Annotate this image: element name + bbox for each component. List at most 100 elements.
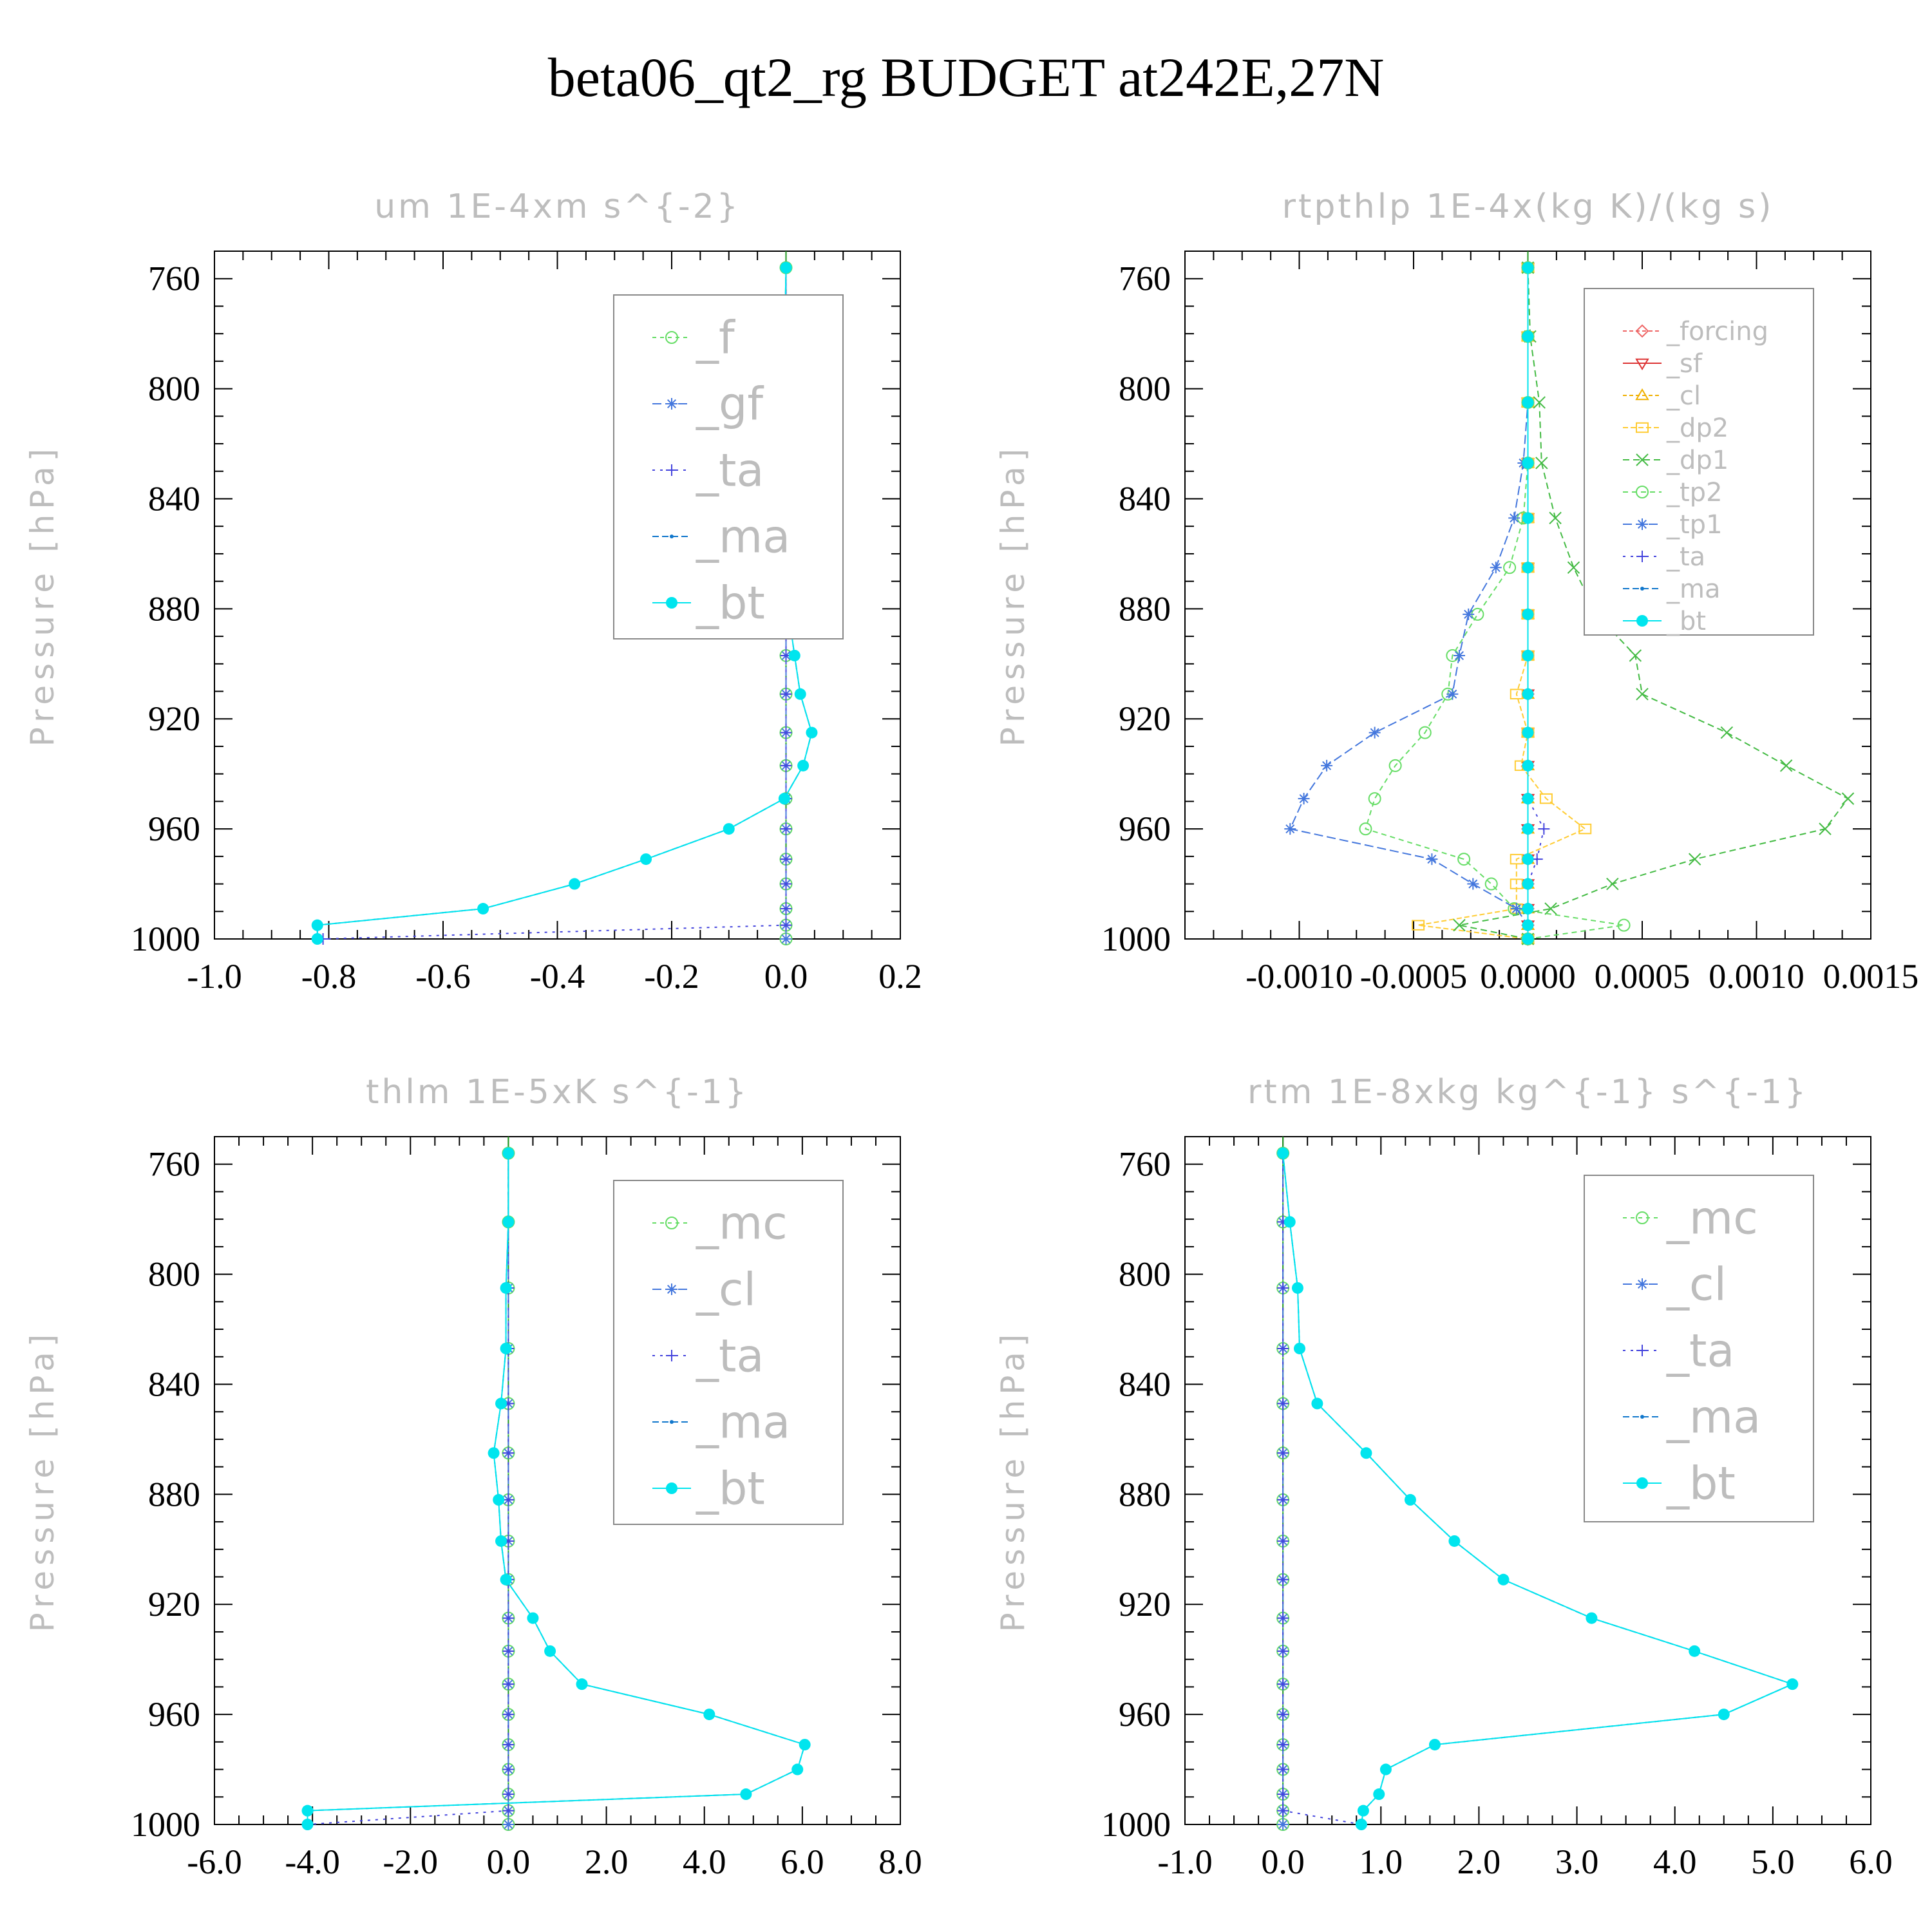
marker-bigdot [788, 649, 800, 661]
series-ta [1277, 1147, 1367, 1830]
legend: _mc _cl _ta _ma _bt [1584, 1175, 1814, 1522]
series-bt [1522, 261, 1534, 945]
marker-bigdot [1522, 759, 1534, 772]
marker-bigdot [1283, 1216, 1296, 1228]
marker-cross [1549, 511, 1562, 525]
x-tick-label: -0.2 [644, 957, 699, 996]
marker-plus [780, 759, 792, 772]
legend-box [613, 294, 844, 639]
marker-bigdot [791, 1763, 804, 1776]
marker-bigdot [780, 261, 792, 274]
marker-bigdot [703, 1709, 715, 1721]
marker-plus [1277, 1282, 1289, 1294]
marker-plus [1277, 1397, 1289, 1410]
marker-plus [1636, 1345, 1648, 1356]
marker-bigdot [544, 1645, 556, 1657]
y-tick-label: 760 [1119, 260, 1171, 298]
x-tick-label: -0.8 [301, 957, 356, 996]
series-cl [502, 1147, 515, 1830]
marker-bigdot [569, 878, 581, 890]
marker-cross [1636, 453, 1649, 466]
marker-bigdot [1522, 919, 1534, 931]
series-bt [301, 1147, 811, 1830]
y-tick-label: 800 [148, 370, 200, 408]
marker-bigdot [1277, 1147, 1289, 1159]
chart-panel-2: rtpthlp 1E-4x(kg K)/(kg s) Pressure [hPa]… [994, 187, 1918, 996]
legend-label: _ta [1666, 542, 1705, 572]
marker-circle [1636, 486, 1649, 498]
marker-bigdot [1636, 1477, 1648, 1489]
marker-plus [1277, 1573, 1289, 1586]
marker-star [1463, 608, 1475, 620]
x-tick-label: -1.0 [187, 957, 242, 996]
y-tick-label: 1000 [1101, 1805, 1171, 1844]
series-line [1289, 267, 1529, 939]
marker-cross [1567, 561, 1580, 574]
series-bt [311, 261, 818, 945]
marker-star [1298, 793, 1310, 805]
marker-plus [1277, 1788, 1289, 1801]
series-tp1 [1284, 261, 1534, 945]
marker-star [1490, 562, 1502, 574]
marker-bigdot [1522, 878, 1534, 890]
y-tick-label: 920 [1119, 1585, 1171, 1624]
marker-plus [502, 1678, 515, 1690]
marker-bigdot [1522, 512, 1534, 524]
y-tick-label: 840 [148, 1365, 200, 1403]
legend-label: _ma [1666, 1391, 1761, 1444]
marker-star [502, 1819, 515, 1830]
marker-plus [780, 853, 792, 866]
marker-square [1636, 422, 1649, 433]
marker-cross [1779, 759, 1793, 772]
series-line [1527, 267, 1545, 939]
marker-bigdot [1522, 330, 1534, 343]
legend-label: _cl [1666, 1258, 1727, 1311]
marker-star [780, 933, 792, 945]
marker-circle [1457, 853, 1471, 866]
marker-bigdot [778, 793, 790, 805]
marker-bigdot [1357, 1804, 1369, 1817]
y-axis-label: Pressure [hPa] [994, 444, 1032, 747]
series-line [307, 1153, 806, 1824]
marker-bigdot [1522, 933, 1534, 945]
x-tick-label: -2.0 [383, 1842, 438, 1881]
marker-bigdot [477, 903, 489, 915]
marker-bigdot [797, 759, 810, 772]
marker-circle [1388, 759, 1402, 772]
y-tick-label: 840 [1119, 1365, 1171, 1403]
marker-square [1539, 793, 1553, 804]
marker-plus [502, 1645, 515, 1657]
x-tick-label: -0.6 [415, 957, 470, 996]
series-line [1459, 267, 1850, 940]
marker-bigdot [1786, 1678, 1799, 1690]
panel-title: rtm 1E-8xkg kg^{-1} s^{-1} [1247, 1073, 1808, 1112]
legend-label: _sf [1666, 349, 1703, 379]
y-tick-label: 760 [148, 1145, 200, 1184]
marker-bigdot [1373, 1788, 1385, 1801]
legend-label: _forcing [1666, 317, 1768, 346]
x-tick-label: 8.0 [878, 1842, 922, 1881]
marker-bigdot [500, 1282, 512, 1294]
marker-plus [502, 1763, 515, 1776]
marker-bigdot [666, 597, 677, 609]
marker-dot [1640, 1415, 1644, 1419]
series-bt [1277, 1147, 1799, 1830]
y-tick-label: 960 [148, 810, 200, 848]
series-ta [301, 1147, 515, 1830]
y-tick-label: 1000 [1101, 920, 1171, 958]
y-tick-label: 1000 [131, 920, 200, 958]
marker-plus [1277, 1447, 1289, 1459]
x-tick-label: 0.0 [487, 1842, 531, 1881]
legend-label: _dp1 [1666, 446, 1728, 475]
marker-circle [1503, 561, 1517, 574]
chart-panel-3: thlm 1E-5xK s^{-1} Pressure [hPa] 760 800 84… [24, 1073, 922, 1881]
marker-bigdot [527, 1612, 539, 1624]
y-tick-label: 880 [148, 1475, 200, 1513]
x-tick-label: 0.0005 [1595, 957, 1690, 996]
marker-star [666, 398, 677, 410]
marker-bigdot [502, 1147, 515, 1159]
series-dp2 [1412, 262, 1592, 945]
legend-label: _bt [696, 577, 765, 630]
marker-plus [502, 1739, 515, 1751]
